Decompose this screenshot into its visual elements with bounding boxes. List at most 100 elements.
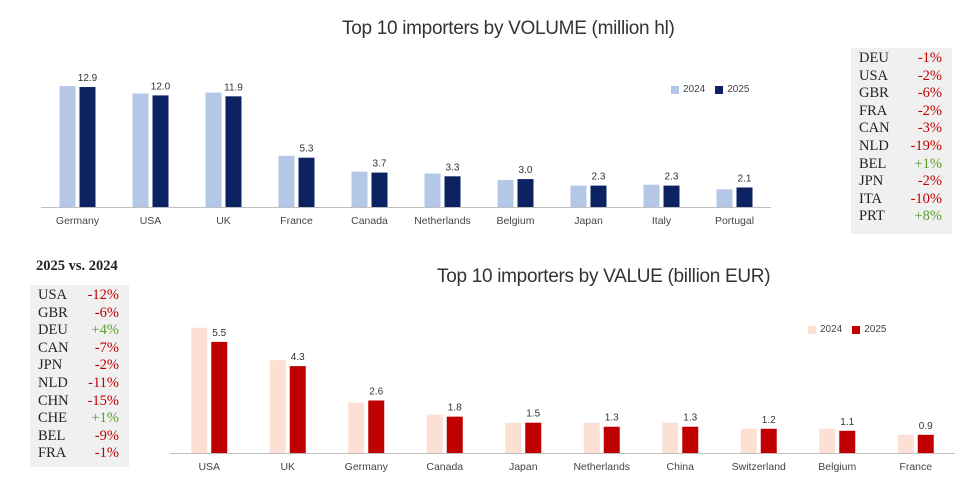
volume-change-change-pct: -3% [917,120,942,137]
volume-tick-label-portugal: Portugal [715,215,754,227]
value-change-change-pct: -9% [94,427,119,444]
value-change-country-code: USA [38,287,68,303]
volume-bar-2025-france [298,157,315,207]
value-bar-2024-belgium [819,428,836,453]
value-data-label-switzerland: 1.2 [762,415,776,426]
volume-change-change-pct: -1% [917,50,942,66]
value-tick-label-china: China [667,461,695,473]
volume-change-country-code: GBR [859,85,889,102]
value-change-country-code: NLD [38,374,68,391]
value-bar-2024-japan [505,422,522,453]
value-legend-swatch-2024 [808,325,816,334]
volume-bar-2024-japan [570,185,587,207]
value-bar-2024-usa [191,327,208,453]
value-change-country-code: CHN [38,392,69,409]
value-bar-2025-france [917,434,934,453]
volume-bar-2025-netherlands [444,176,461,207]
value-tick-label-belgium: Belgium [818,461,856,473]
value-legend: 2024 2025 [808,324,887,335]
value-bar-2025-china [682,426,699,453]
value-bar-2024-china [662,422,679,453]
volume-change-country-code: NLD [859,137,889,154]
value-change-country-code: JPN [38,357,63,374]
volume-bar-2024-netherlands [424,173,441,207]
volume-change-row-jpn: JPN -2% [859,173,942,191]
volume-change-change-pct: -6% [917,85,942,102]
value-tick-label-germany: Germany [345,461,389,473]
volume-change-change-pct: +8% [914,208,942,225]
volume-tick-label-belgium: Belgium [497,215,535,227]
volume-tick-label-germany: Germany [56,215,100,227]
volume-change-row-can: CAN -3% [859,120,942,138]
volume-data-label-france: 5.3 [300,144,314,155]
value-bar-2025-netherlands [603,426,620,453]
value-change-country-code: BEL [38,427,66,444]
value-change-row-jpn: JPN -2% [38,357,119,375]
volume-legend-label-2024: 2024 [683,84,706,95]
volume-legend-swatch-2025 [715,85,724,94]
volume-change-country-code: ITA [859,190,882,207]
value-change-row-can: CAN -7% [38,340,119,358]
value-bar-2025-japan [525,422,542,453]
value-chart-title: Top 10 importers by VALUE (billion EUR) [437,266,771,287]
value-bar-2025-uk [289,366,306,453]
value-change-row-fra: FRA -1% [38,445,119,463]
volume-change-row-nld: NLD -19% [859,138,942,156]
volume-change-row-deu: DEU -1% [859,50,942,68]
volume-chart-title: Top 10 importers by VOLUME (million hl) [342,18,675,39]
volume-change-row-gbr: GBR -6% [859,85,942,103]
volume-change-row-usa: USA -2% [859,68,942,86]
value-change-row-chn: CHN -15% [38,393,119,411]
volume-bar-2025-japan [590,185,607,207]
value-bar-2025-germany [368,400,385,453]
volume-bar-2025-belgium [517,179,534,207]
volume-change-change-pct: -2% [917,102,942,119]
value-legend-label-2024: 2024 [820,324,843,335]
volume-change-panel: DEU -1% USA -2% GBR -6% FRA -2% CAN -3% NLD -19% BEL… [851,48,952,234]
value-bar-2024-switzerland [740,428,757,453]
volume-legend-swatch-2024 [671,85,679,94]
value-tick-label-japan: Japan [509,461,538,473]
value-change-change-pct: -15% [87,392,119,409]
volume-data-label-japan: 2.3 [592,172,606,183]
volume-tick-label-canada: Canada [351,215,388,227]
volume-bar-2024-france [278,155,295,207]
volume-change-country-code: JPN [859,173,884,190]
value-bar-2024-france [897,434,914,453]
value-tick-label-switzerland: Switzerland [732,461,786,473]
value-change-change-pct: -2% [94,357,119,374]
value-bar-2024-uk [269,360,286,453]
volume-data-label-portugal: 2.1 [738,173,752,184]
value-change-change-pct: -12% [87,287,119,303]
volume-change-row-ita: ITA -10% [859,191,942,209]
value-change-row-deu: DEU +4% [38,322,119,340]
volume-legend-label-2025: 2025 [727,84,750,95]
value-change-row-usa: USA -12% [38,287,119,305]
value-tick-label-france: France [899,461,932,473]
volume-tick-label-italy: Italy [652,215,672,227]
volume-bar-2025-uk [225,96,242,207]
volume-bar-2024-belgium [497,180,514,207]
volume-tick-label-usa: USA [140,215,162,227]
volume-data-label-usa: 12.0 [151,81,171,92]
volume-tick-label-uk: UK [216,215,231,227]
volume-change-change-pct: -2% [917,173,942,190]
value-change-caption: 2025 vs. 2024 [36,258,118,274]
value-legend-item-2024: 2024 [808,324,842,335]
volume-change-country-code: CAN [859,120,890,137]
volume-bar-2024-germany [59,86,76,207]
value-change-change-pct: +1% [91,410,119,427]
volume-change-change-pct: -10% [910,190,942,207]
volume-tick-label-france: France [280,215,313,227]
volume-legend-item-2025: 2025 [715,84,750,95]
value-data-label-usa: 5.5 [212,328,226,339]
volume-tick-label-netherlands: Netherlands [414,215,471,227]
value-tick-label-canada: Canada [426,461,463,473]
value-change-row-gbr: GBR -6% [38,305,119,323]
value-data-label-china: 1.3 [683,413,697,424]
volume-bar-2024-usa [132,93,149,207]
value-bar-2025-switzerland [760,428,777,453]
volume-bar-2025-germany [79,87,96,207]
volume-change-change-pct: -19% [910,137,942,154]
value-data-label-belgium: 1.1 [840,417,854,428]
